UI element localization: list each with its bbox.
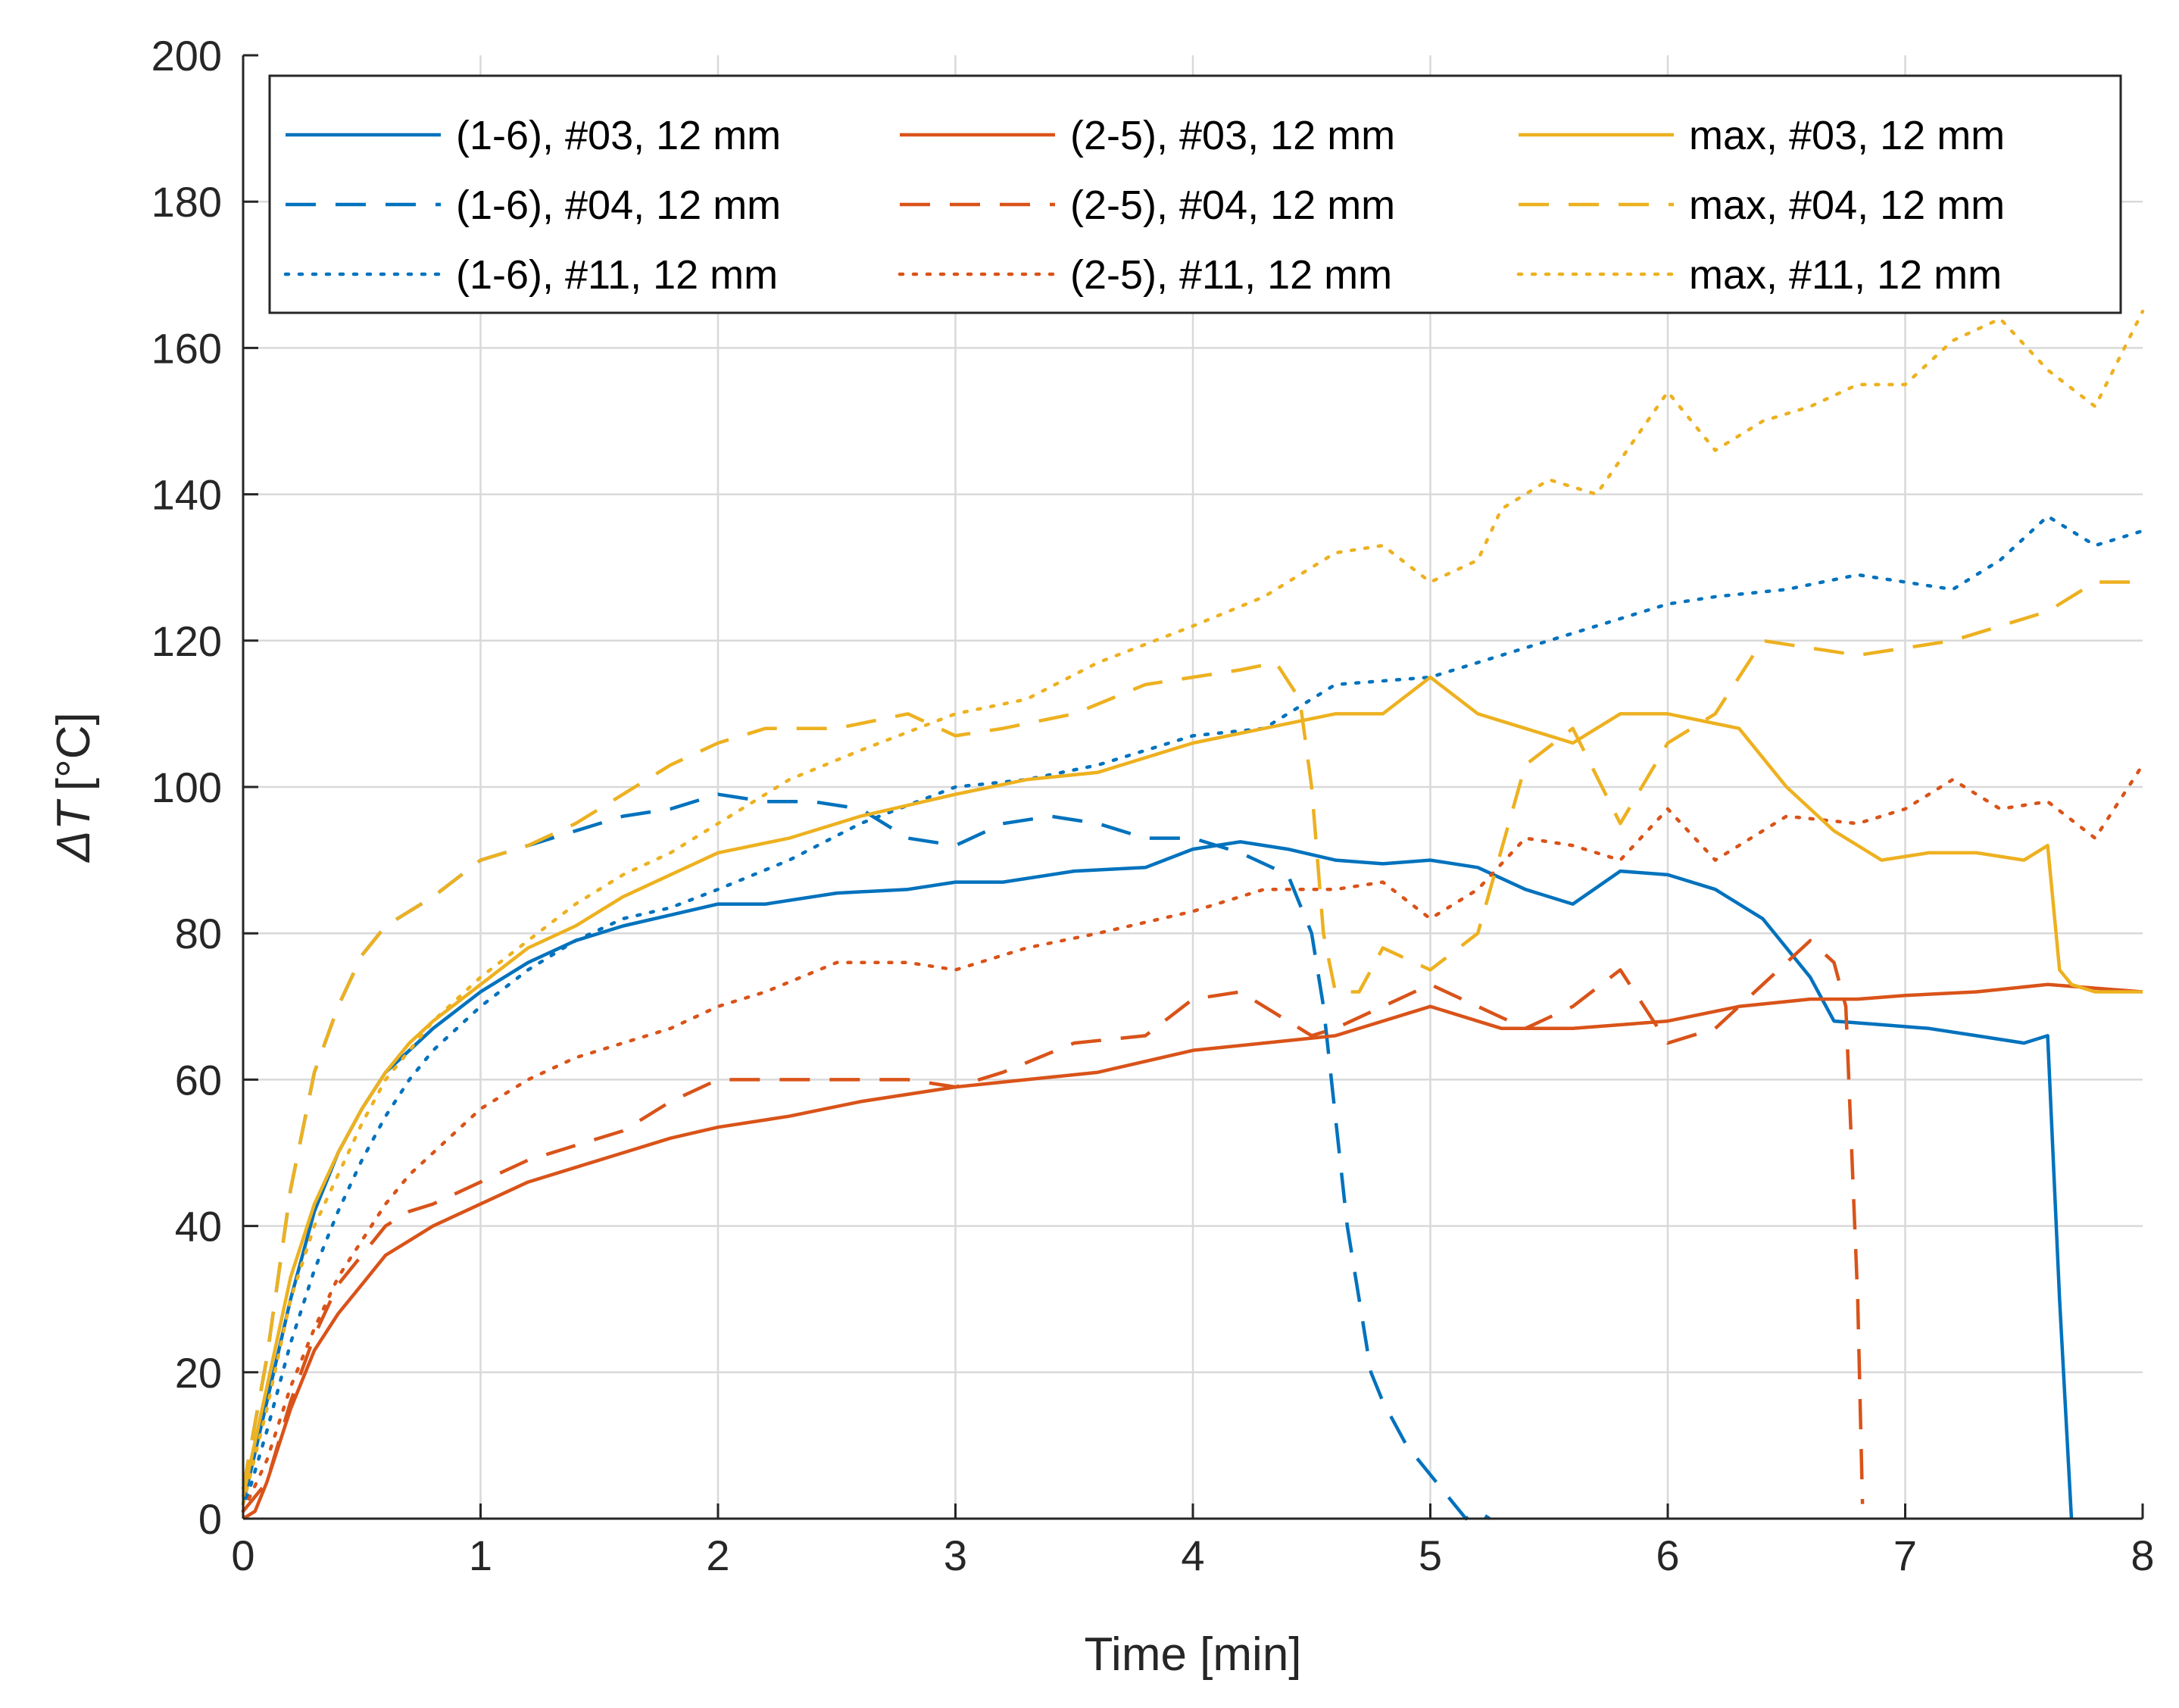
series-line-5 — [242, 938, 1865, 1513]
series-line-8 — [241, 580, 2143, 1490]
series-layer — [241, 309, 2145, 1521]
legend-label: max, #11, 12 mm — [1689, 252, 2002, 298]
legend-label: (2-5), #03, 12 mm — [1070, 113, 1395, 158]
y-tick-label: 60 — [175, 1056, 222, 1104]
x-tick-label: 2 — [706, 1532, 729, 1579]
x-tick-label: 0 — [231, 1532, 254, 1579]
y-axis-label: ΔT [°C] — [48, 712, 100, 863]
legend-box — [268, 74, 2122, 314]
y-tick-label: 120 — [151, 617, 222, 665]
series-line-4 — [242, 982, 2143, 1520]
axes — [242, 54, 2144, 1520]
legend-label: (1-6), #04, 12 mm — [456, 183, 781, 228]
y-tick-label: 80 — [175, 910, 222, 957]
series-line-7 — [241, 675, 2143, 1497]
series-line-9 — [241, 309, 2145, 1506]
x-tick-label: 3 — [944, 1532, 967, 1579]
y-tick-label: 40 — [175, 1203, 222, 1251]
x-tick-label: 1 — [469, 1532, 492, 1579]
legend-label: (2-5), #04, 12 mm — [1070, 183, 1395, 228]
y-tick-label: 100 — [151, 763, 222, 811]
y-tick-label: 140 — [151, 471, 222, 519]
series-line-3 — [241, 514, 2145, 1513]
x-tick-label: 4 — [1181, 1532, 1204, 1579]
x-tick-label: 5 — [1419, 1532, 1442, 1579]
x-tick-label: 8 — [2131, 1532, 2154, 1579]
y-axis-symbol: ΔT — [48, 798, 100, 863]
y-tick-label: 0 — [198, 1495, 222, 1543]
x-tick-label: 6 — [1656, 1532, 1679, 1579]
legend-label: (1-6), #03, 12 mm — [456, 113, 781, 158]
y-axis-unit: [°C] — [48, 712, 100, 791]
legend-label: (2-5), #11, 12 mm — [1070, 252, 1392, 298]
legend-entries: (1-6), #03, 12 mm (1-6), #04, 12 mm (1-6),… — [283, 113, 2005, 298]
legend-label: max, #04, 12 mm — [1689, 183, 2005, 228]
y-tick-label: 160 — [151, 324, 222, 372]
x-tick-labels: 0 1 2 3 4 5 6 7 8 — [231, 1532, 2154, 1579]
legend-label: (1-6), #11, 12 mm — [456, 252, 778, 298]
y-tick-label: 200 — [151, 32, 222, 80]
x-axis-label: Time [min] — [1084, 1628, 1301, 1681]
x-tick-label: 7 — [1893, 1532, 1917, 1579]
y-tick-labels: 0 20 40 60 80 100 120 140 160 180 200 — [151, 32, 222, 1543]
y-tick-label: 180 — [151, 178, 222, 226]
legend-label: max, #03, 12 mm — [1689, 113, 2005, 158]
y-tick-label: 20 — [175, 1349, 222, 1397]
legend: (1-6), #03, 12 mm (1-6), #04, 12 mm (1-6),… — [268, 74, 2122, 314]
